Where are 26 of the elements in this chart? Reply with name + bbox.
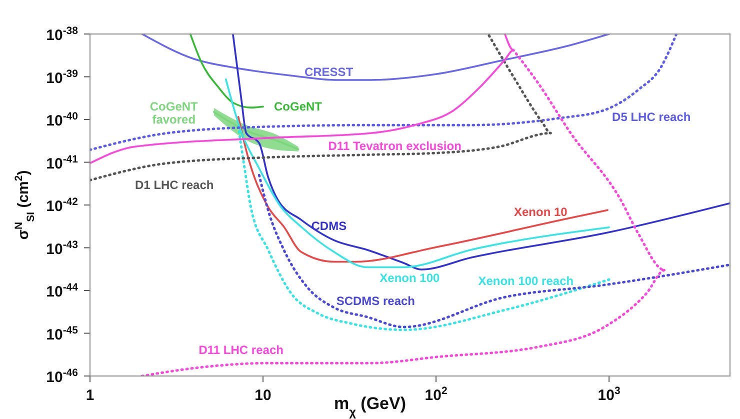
series-label: Xenon 10 bbox=[514, 204, 568, 219]
series-label: CRESST bbox=[304, 64, 354, 79]
series-label: CDMS bbox=[311, 219, 347, 234]
y-tick-label: 10$^{-42}$ bbox=[46, 196, 78, 215]
x-tick-label: 1 bbox=[86, 387, 94, 404]
series-label: Xenon 100 reach bbox=[478, 274, 574, 288]
y-tick-label: 10$^{-38}$ bbox=[46, 25, 78, 44]
x-axis-title: m$_{χ}$ (GeV) bbox=[334, 394, 406, 419]
x-tick-label: 10$^{3}$ bbox=[598, 385, 620, 404]
y-tick-label: 10$^{-44}$ bbox=[46, 282, 78, 300]
y-tick-label: 10$^{-40}$ bbox=[46, 110, 78, 130]
series-label: D5 LHC reach bbox=[612, 110, 691, 124]
series-label: Xenon 100 bbox=[380, 271, 440, 286]
y-tick-label: 10$^{-46}$ bbox=[46, 367, 78, 386]
series-label: D1 LHC reach bbox=[135, 178, 214, 192]
y-tick-label: 10$^{-41}$ bbox=[46, 153, 78, 172]
series-label: SCDMS reach bbox=[336, 294, 416, 308]
y-tick-label: 10$^{-43}$ bbox=[46, 238, 78, 258]
x-tick-label: 10$^{2}$ bbox=[424, 385, 448, 404]
x-tick-label: 10 bbox=[254, 387, 272, 404]
y-tick-label: 10$^{-45}$ bbox=[46, 324, 78, 344]
y-tick-label: 10$^{-39}$ bbox=[46, 68, 78, 87]
series-label: D11 Tevatron exclusion bbox=[328, 139, 462, 154]
series-label: CoGeNT favored bbox=[150, 99, 199, 126]
series-label: CoGeNT bbox=[274, 100, 323, 114]
series-label: D11 LHC reach bbox=[198, 343, 284, 358]
